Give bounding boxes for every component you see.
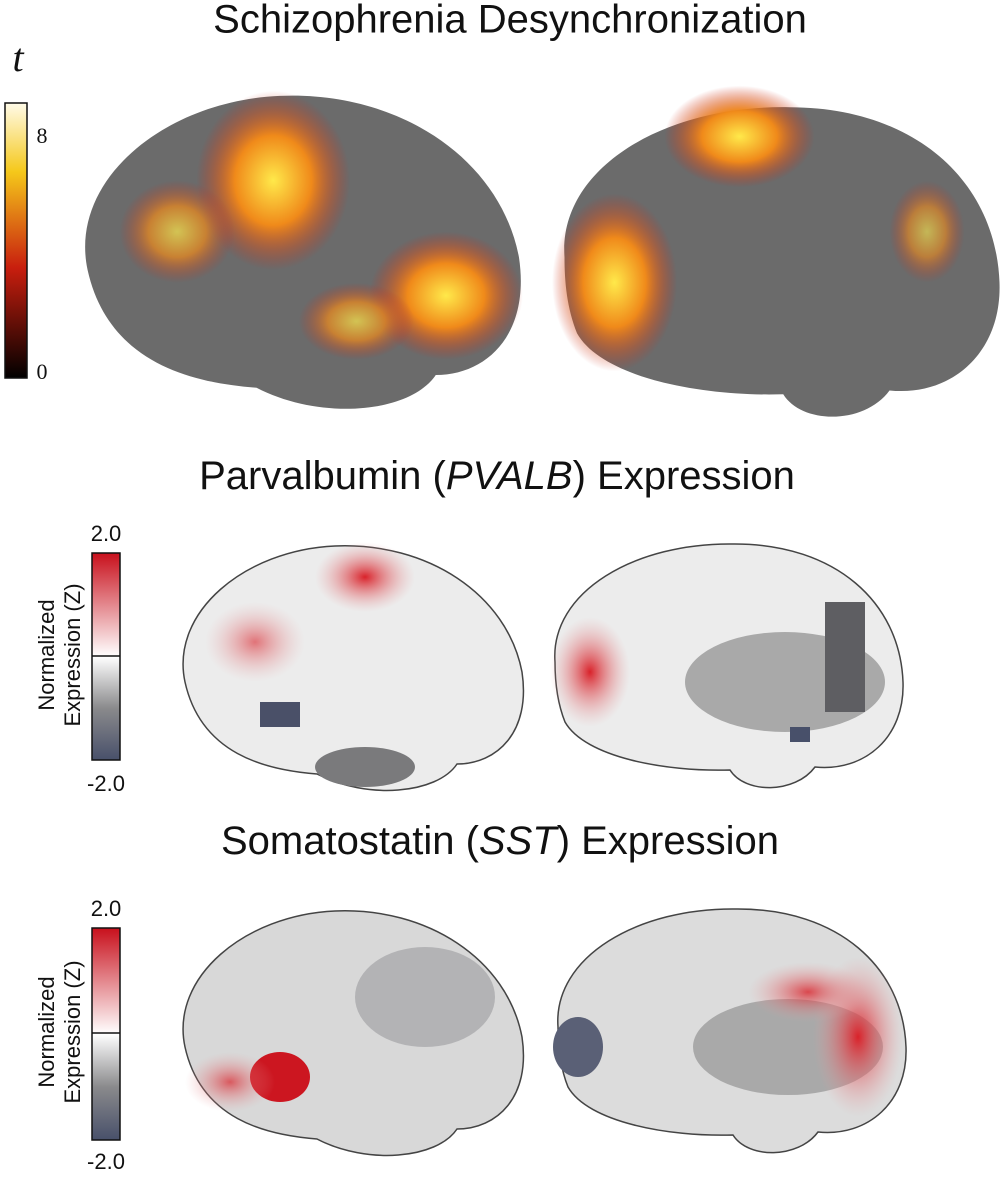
- colorbar: [4, 102, 28, 379]
- panel-title: Schizophrenia Desynchronization: [213, 0, 807, 42]
- colorbar-label: NormalizedExpression (Z): [34, 960, 85, 1103]
- colorbar-label: NormalizedExpression (Z): [34, 583, 85, 726]
- brain-medial: [553, 908, 907, 1154]
- colorbar-min: -2.0: [87, 1149, 125, 1174]
- colorbar-min: -2.0: [87, 771, 125, 796]
- brain-medial: [550, 543, 904, 789]
- colorbar-label: t: [12, 35, 24, 80]
- brain-lateral: [182, 542, 525, 792]
- colorbar-min: 0: [37, 359, 48, 384]
- colorbar-max: 8: [37, 123, 48, 148]
- brain-lateral: [182, 910, 525, 1157]
- brain-lateral: [85, 90, 523, 409]
- colorbar: [91, 927, 121, 1141]
- colorbar-max: 2.0: [91, 521, 122, 546]
- colorbar-max: 2.0: [91, 896, 122, 921]
- panel-title: Somatostatin (SST) Expression: [221, 819, 779, 863]
- brain-medial: [552, 85, 1000, 417]
- panel-title: Parvalbumin (PVALB) Expression: [199, 454, 795, 498]
